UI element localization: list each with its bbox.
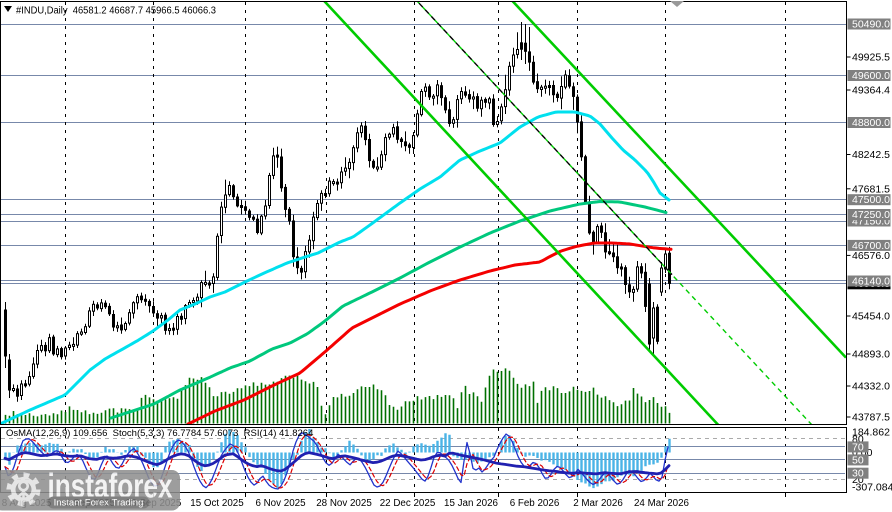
svg-text:Instant Forex Trading: Instant Forex Trading <box>54 498 144 509</box>
svg-text:43787.5: 43787.5 <box>852 412 890 424</box>
svg-text:15 Oct 2025: 15 Oct 2025 <box>190 498 244 509</box>
svg-text:30: 30 <box>852 468 864 480</box>
svg-text:45454.0: 45454.0 <box>852 311 890 323</box>
svg-text:48242.5: 48242.5 <box>852 149 890 161</box>
svg-text:47681.5: 47681.5 <box>852 183 890 195</box>
svg-text:2 Mar 2026: 2 Mar 2026 <box>573 498 623 509</box>
svg-text:15 Jan 2026: 15 Jan 2026 <box>444 498 498 509</box>
svg-text:47500.0: 47500.0 <box>852 194 890 206</box>
svg-text:48800.0: 48800.0 <box>852 117 890 129</box>
svg-text:49600.0: 49600.0 <box>852 70 890 82</box>
svg-text:6 Feb 2026: 6 Feb 2026 <box>510 498 560 509</box>
svg-text:22 Dec 2025: 22 Dec 2025 <box>380 498 436 509</box>
svg-text:#INDU,Daily 46581.2 46687.7 4: #INDU,Daily 46581.2 46687.7 45966.5 4606… <box>16 6 216 17</box>
svg-text:49364.4: 49364.4 <box>852 85 890 97</box>
svg-text:46140.0: 46140.0 <box>852 276 890 288</box>
svg-text:28 Nov 2025: 28 Nov 2025 <box>316 498 372 509</box>
svg-text:24 Mar 2026: 24 Mar 2026 <box>634 498 690 509</box>
svg-text:44893.0: 44893.0 <box>852 349 890 361</box>
svg-text:184.862: 184.862 <box>852 427 890 439</box>
svg-text:80: 80 <box>852 433 864 445</box>
svg-text:50: 50 <box>852 454 864 466</box>
svg-text:46576.0: 46576.0 <box>852 250 890 262</box>
svg-text:70: 70 <box>852 441 864 453</box>
svg-text:46700.0: 46700.0 <box>852 240 890 252</box>
svg-text:6 Nov 2025: 6 Nov 2025 <box>255 498 306 509</box>
svg-text:20: 20 <box>852 474 864 486</box>
svg-text:50490.0: 50490.0 <box>852 19 890 31</box>
svg-text:OsMA(12,26,9) 109.656 Stoch(5: OsMA(12,26,9) 109.656 Stoch(5,3,3) 76.77… <box>6 428 313 439</box>
svg-text:47250.0: 47250.0 <box>852 209 890 221</box>
svg-text:44332.0: 44332.0 <box>852 381 890 393</box>
svg-text:-307.084: -307.084 <box>852 481 892 493</box>
svg-text:49925.5: 49925.5 <box>852 52 890 64</box>
